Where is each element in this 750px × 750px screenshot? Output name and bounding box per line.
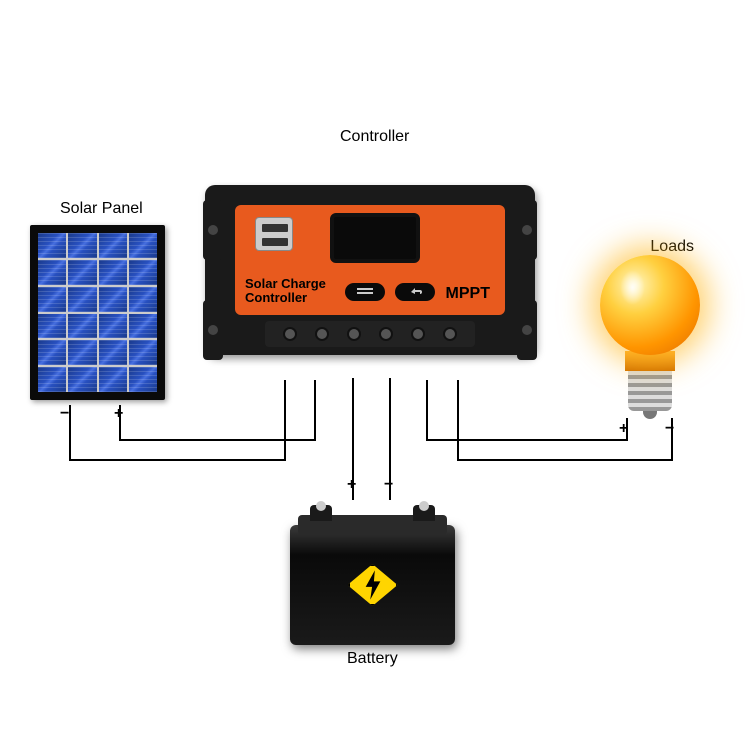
solar-panel-device [30,225,165,400]
plus-terminal-mark: + [619,420,628,438]
solar-cell [38,340,66,365]
solar-cell [38,233,66,258]
bulb-glass-icon [600,255,700,355]
hazard-warning-icon [348,564,398,606]
solar-cell [99,367,127,392]
terminal-block [265,321,475,347]
solar-cell [68,260,96,285]
light-bulb-load [600,255,700,420]
battery-label: Battery [347,650,398,668]
bulb-base-icon [628,371,672,411]
solar-cell [68,367,96,392]
menu-button-icon [345,283,385,301]
plus-terminal-mark: + [347,476,356,494]
solar-cell [68,340,96,365]
solar-cell [129,287,157,312]
lcd-screen [330,213,420,263]
solar-cell [38,314,66,339]
controller-device: Solar Charge Controller MPPT [205,175,535,375]
mppt-label: MPPT [446,285,490,303]
solar-cell [99,314,127,339]
controller-label: Controller [340,128,409,146]
solar-cell [129,233,157,258]
usb-ports-icon [255,217,293,251]
solar-cell [38,260,66,285]
solar-cell [129,367,157,392]
solar-cell [68,314,96,339]
solar-cell [129,340,157,365]
solar-cell [129,314,157,339]
controller-title: Solar Charge Controller [245,277,326,306]
minus-terminal-mark: − [384,476,393,494]
controller-faceplate: Solar Charge Controller MPPT [235,205,505,315]
minus-terminal-mark: − [665,420,674,438]
solar-cell [99,233,127,258]
plus-terminal-mark: + [114,405,123,423]
minus-terminal-mark: − [60,405,69,423]
back-button-icon [395,283,435,301]
solar-cell [99,340,127,365]
solar-cell [38,287,66,312]
solar-panel-label: Solar Panel [60,200,143,218]
solar-cell [129,260,157,285]
solar-cell [68,287,96,312]
controller-title-line1: Solar Charge [245,276,326,291]
loads-label: Loads [650,238,694,256]
battery-device [290,525,455,645]
controller-title-line2: Controller [245,290,307,305]
solar-cell [99,260,127,285]
solar-cell [38,367,66,392]
solar-cell [99,287,127,312]
solar-cell [68,233,96,258]
